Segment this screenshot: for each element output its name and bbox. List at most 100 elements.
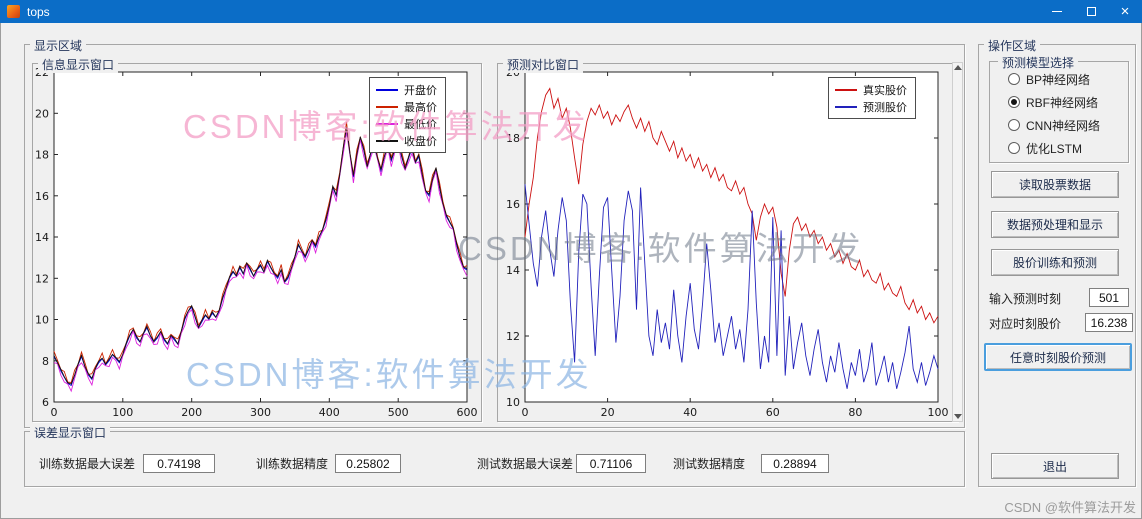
radio-lstm-label: 优化LSTM <box>1026 141 1083 156</box>
radio-cnn-network[interactable]: CNN神经网络 <box>1008 118 1100 133</box>
svg-text:500: 500 <box>388 406 409 419</box>
operation-area-label: 操作区域 <box>984 37 1041 54</box>
svg-text:14: 14 <box>506 264 520 277</box>
svg-text:200: 200 <box>181 406 202 419</box>
error-window-label: 误差显示窗口 <box>30 424 111 441</box>
svg-text:100: 100 <box>928 406 949 419</box>
legend-entry: 最低价 <box>376 116 437 131</box>
scroll-up-icon[interactable] <box>953 63 962 73</box>
price-at-time-label: 对应时刻股价 <box>989 317 1062 331</box>
legend-label: 最低价 <box>404 118 437 131</box>
svg-text:10: 10 <box>35 314 49 327</box>
legend-label: 真实股价 <box>863 84 907 97</box>
train-predict-button[interactable]: 股价训练和预测 <box>991 249 1119 276</box>
window-title: tops <box>27 4 50 19</box>
legend-line-sample <box>376 139 398 142</box>
legend-entry: 收盘价 <box>376 133 437 148</box>
radio-rbf-label: RBF神经网络 <box>1026 95 1099 110</box>
display-area-panel: 显示区域 信息显示窗口 0 100 200 300 400 500 600 6 8 10 12 14 1… <box>24 37 965 428</box>
svg-text:0: 0 <box>522 406 529 419</box>
legend-line-sample <box>376 122 398 125</box>
train-precision-field[interactable] <box>335 454 401 473</box>
exit-button[interactable]: 退出 <box>991 453 1119 479</box>
any-time-predict-button[interactable]: 任意时刻股价预测 <box>984 343 1132 371</box>
svg-text:20: 20 <box>35 107 49 120</box>
error-window-panel: 误差显示窗口 训练数据最大误差 训练数据精度 测试数据最大误差 测试数据精度 <box>24 424 965 487</box>
train-max-error-label: 训练数据最大误差 <box>39 457 136 471</box>
svg-text:0: 0 <box>51 406 58 419</box>
test-max-error-field[interactable] <box>576 454 646 473</box>
compare-chart-legend: 真实股价 预测股价 <box>828 77 916 119</box>
svg-text:16: 16 <box>35 190 49 203</box>
legend-entry: 最高价 <box>376 99 437 114</box>
preprocess-display-button[interactable]: 数据预处理和显示 <box>991 211 1119 238</box>
legend-line-sample <box>835 105 857 108</box>
svg-text:16: 16 <box>506 198 520 211</box>
minimize-button[interactable] <box>1040 0 1074 23</box>
display-area-label: 显示区域 <box>30 37 87 54</box>
svg-text:40: 40 <box>683 406 697 419</box>
svg-text:600: 600 <box>457 406 478 419</box>
svg-text:12: 12 <box>506 330 520 343</box>
legend-entry: 预测股价 <box>835 99 907 114</box>
test-precision-field[interactable] <box>761 454 829 473</box>
legend-line-sample <box>835 88 857 91</box>
legend-label: 最高价 <box>404 101 437 114</box>
radio-icon <box>1008 142 1020 154</box>
test-precision-label: 测试数据精度 <box>673 457 746 471</box>
svg-text:18: 18 <box>506 132 520 145</box>
svg-text:20: 20 <box>601 406 615 419</box>
radio-icon <box>1008 119 1020 131</box>
svg-text:300: 300 <box>250 406 271 419</box>
model-select-group: 预测模型选择 BP神经网络 RBF神经网络 CNN神经网络 优化LSTM <box>989 54 1129 163</box>
legend-line-sample <box>376 105 398 108</box>
info-window-panel: 信息显示窗口 0 100 200 300 400 500 600 6 8 10 12 14 16 18 20… <box>32 56 482 422</box>
price-at-time-input[interactable] <box>1085 313 1133 332</box>
operation-area-panel: 操作区域 预测模型选择 BP神经网络 RBF神经网络 CNN神经网络 优化LST… <box>978 37 1136 487</box>
legend-label: 预测股价 <box>863 101 907 114</box>
maximize-icon <box>1086 7 1096 16</box>
legend-label: 开盘价 <box>404 84 437 97</box>
close-icon: × <box>1120 3 1130 20</box>
predict-time-input[interactable] <box>1089 288 1129 307</box>
radio-rbf-network[interactable]: RBF神经网络 <box>1008 95 1099 110</box>
compare-window-label: 预测对比窗口 <box>503 56 584 73</box>
svg-text:80: 80 <box>848 406 862 419</box>
close-button[interactable]: × <box>1108 0 1142 23</box>
svg-text:400: 400 <box>319 406 340 419</box>
legend-entry: 真实股价 <box>835 82 907 97</box>
svg-text:10: 10 <box>506 396 520 409</box>
read-stock-data-button[interactable]: 读取股票数据 <box>991 171 1119 198</box>
predict-time-label: 输入预测时刻 <box>989 292 1062 306</box>
radio-bp-label: BP神经网络 <box>1026 72 1091 87</box>
radio-icon <box>1008 96 1020 108</box>
svg-text:60: 60 <box>766 406 780 419</box>
svg-text:6: 6 <box>42 396 49 409</box>
radio-lstm[interactable]: 优化LSTM <box>1008 141 1083 156</box>
train-precision-label: 训练数据精度 <box>256 457 329 471</box>
test-max-error-label: 测试数据最大误差 <box>477 457 574 471</box>
radio-bp-network[interactable]: BP神经网络 <box>1008 72 1091 87</box>
title-bar: tops × <box>0 0 1142 23</box>
svg-text:12: 12 <box>35 272 49 285</box>
maximize-button[interactable] <box>1074 0 1108 23</box>
minimize-icon <box>1052 11 1062 12</box>
app-icon <box>7 5 20 18</box>
compare-chart: 020406080100101214161820 <box>506 66 949 419</box>
window-controls: × <box>1040 0 1142 23</box>
info-window-label: 信息显示窗口 <box>38 56 119 73</box>
model-select-label: 预测模型选择 <box>998 54 1079 71</box>
radio-cnn-label: CNN神经网络 <box>1026 118 1100 133</box>
train-max-error-field[interactable] <box>143 454 215 473</box>
svg-text:100: 100 <box>112 406 133 419</box>
vertical-scrollbar[interactable] <box>952 62 963 422</box>
info-chart-legend: 开盘价最高价最低价收盘价 <box>369 77 446 153</box>
legend-line-sample <box>376 88 398 91</box>
radio-icon <box>1008 73 1020 85</box>
scroll-down-icon[interactable] <box>953 411 962 421</box>
legend-label: 收盘价 <box>404 135 437 148</box>
svg-text:14: 14 <box>35 231 49 244</box>
svg-text:8: 8 <box>42 355 49 368</box>
